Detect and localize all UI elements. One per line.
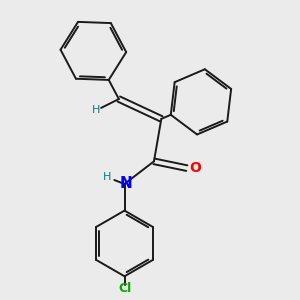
Text: N: N bbox=[120, 176, 133, 191]
Text: H: H bbox=[92, 105, 100, 116]
Text: O: O bbox=[189, 161, 201, 175]
Text: H: H bbox=[103, 172, 112, 182]
Text: Cl: Cl bbox=[118, 282, 131, 295]
